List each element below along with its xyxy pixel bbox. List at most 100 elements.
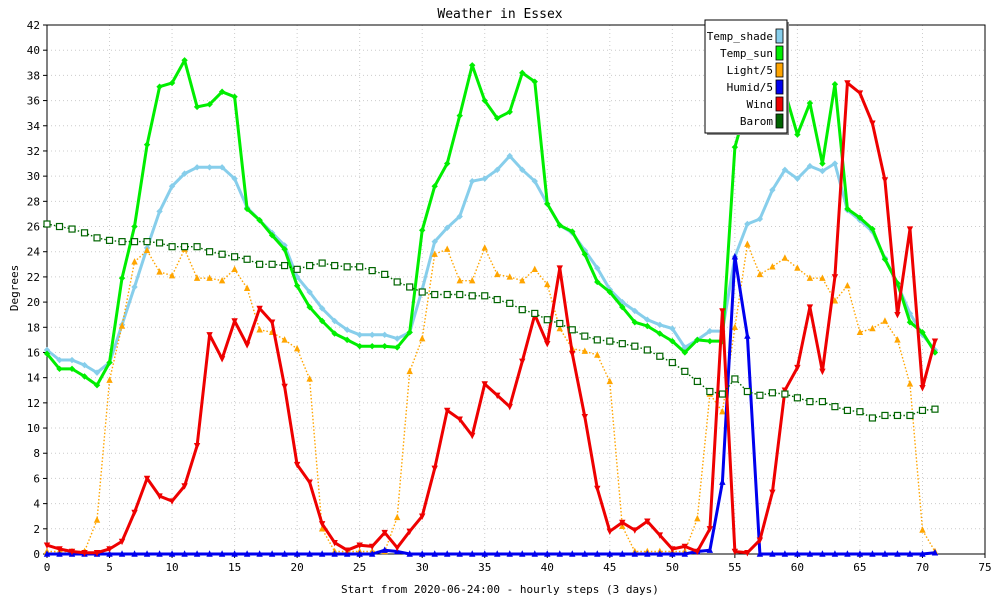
data-point-temp-sun-22 bbox=[318, 317, 326, 325]
data-point-barom-53 bbox=[706, 387, 714, 396]
data-point-barom-32 bbox=[443, 290, 451, 299]
data-point-temp-shade-28 bbox=[393, 335, 401, 342]
data-point-temp-sun-0 bbox=[43, 350, 51, 357]
data-point-temp-shade-60 bbox=[794, 175, 801, 182]
data-point-humid-5-7 bbox=[131, 550, 138, 557]
data-point-light-5-39 bbox=[531, 265, 538, 273]
y-tick-label-9: 18 bbox=[27, 321, 40, 334]
data-point-temp-shade-44 bbox=[594, 264, 601, 272]
data-point-barom-39 bbox=[531, 309, 539, 318]
data-point-light-5-62 bbox=[819, 274, 826, 281]
data-point-barom-21 bbox=[306, 261, 314, 270]
data-point-barom-37 bbox=[506, 299, 514, 307]
data-point-wind-10 bbox=[168, 498, 176, 505]
data-point-barom-49 bbox=[656, 352, 664, 360]
data-point-barom-17 bbox=[256, 260, 264, 268]
legend-swatch-temp-shade bbox=[775, 28, 784, 44]
data-point-wind-50 bbox=[669, 546, 676, 553]
data-point-temp-shade-12 bbox=[193, 164, 201, 171]
data-point-temp-shade-34 bbox=[469, 177, 476, 185]
data-point-barom-40 bbox=[543, 316, 551, 324]
data-point-humid-5-69 bbox=[906, 550, 914, 557]
data-point-light-5-70 bbox=[919, 526, 926, 533]
data-point-light-5-4 bbox=[93, 516, 101, 523]
data-point-temp-sun-65 bbox=[856, 214, 864, 221]
data-point-temp-shade-59 bbox=[781, 166, 789, 174]
data-point-humid-5-56 bbox=[744, 332, 751, 339]
data-point-light-5-29 bbox=[406, 367, 413, 375]
data-point-wind-69 bbox=[906, 226, 914, 233]
data-point-barom-12 bbox=[193, 243, 201, 251]
data-point-light-5-43 bbox=[581, 347, 588, 354]
data-point-humid-5-21 bbox=[306, 550, 313, 557]
data-point-barom-22 bbox=[318, 259, 326, 267]
data-point-wind-70 bbox=[919, 385, 926, 392]
data-point-humid-5-14 bbox=[218, 550, 226, 557]
legend-label-wind: Wind bbox=[747, 98, 774, 111]
data-point-temp-shade-22 bbox=[318, 305, 326, 312]
data-point-light-5-44 bbox=[594, 351, 601, 358]
y-tick-label-7: 14 bbox=[27, 372, 41, 385]
data-point-wind-27 bbox=[381, 529, 388, 537]
data-point-barom-0 bbox=[43, 220, 51, 228]
data-point-temp-sun-6 bbox=[118, 274, 126, 282]
data-point-wind-53 bbox=[706, 526, 714, 533]
data-point-temp-shade-15 bbox=[231, 175, 238, 182]
data-point-temp-shade-1 bbox=[56, 356, 63, 364]
data-point-humid-5-0 bbox=[43, 550, 51, 557]
x-tick-label-2: 10 bbox=[165, 561, 178, 574]
data-point-light-5-41 bbox=[556, 324, 563, 332]
data-point-light-5-37 bbox=[506, 273, 513, 280]
y-tick-label-17: 34 bbox=[27, 120, 41, 133]
y-tick-label-19: 38 bbox=[27, 69, 40, 82]
data-point-light-5-55 bbox=[731, 323, 739, 330]
data-point-temp-sun-42 bbox=[569, 228, 576, 235]
data-point-temp-sun-14 bbox=[218, 88, 226, 95]
data-point-temp-sun-66 bbox=[869, 225, 876, 233]
y-tick-label-2: 4 bbox=[33, 498, 40, 511]
data-point-temp-sun-64 bbox=[844, 205, 851, 213]
data-point-wind-34 bbox=[469, 432, 476, 440]
data-point-temp-shade-3 bbox=[81, 361, 88, 369]
data-point-temp-shade-33 bbox=[456, 213, 463, 220]
data-point-barom-4 bbox=[93, 234, 101, 242]
data-point-light-5-9 bbox=[156, 268, 163, 275]
data-point-light-5-63 bbox=[831, 297, 839, 304]
data-point-barom-31 bbox=[431, 290, 439, 299]
data-point-light-5-64 bbox=[844, 282, 851, 289]
data-point-wind-17 bbox=[256, 305, 263, 313]
data-point-humid-5-68 bbox=[894, 550, 901, 557]
data-point-humid-5-37 bbox=[506, 550, 513, 557]
data-point-barom-43 bbox=[581, 332, 589, 340]
data-point-wind-43 bbox=[581, 414, 588, 421]
data-point-barom-1 bbox=[55, 222, 64, 231]
data-point-barom-19 bbox=[281, 261, 289, 270]
data-point-light-5-40 bbox=[544, 280, 551, 288]
data-point-light-5-66 bbox=[869, 324, 876, 332]
data-point-humid-5-22 bbox=[318, 550, 326, 557]
data-point-barom-13 bbox=[205, 248, 214, 256]
data-point-light-5-56 bbox=[744, 240, 751, 247]
data-point-humid-5-41 bbox=[556, 550, 563, 557]
data-point-wind-68 bbox=[894, 311, 901, 319]
y-tick-label-3: 6 bbox=[33, 472, 40, 485]
data-point-temp-sun-45 bbox=[606, 288, 613, 296]
data-point-temp-shade-48 bbox=[644, 316, 651, 323]
data-point-barom-61 bbox=[806, 397, 814, 406]
data-point-wind-37 bbox=[506, 403, 513, 411]
data-point-barom-41 bbox=[556, 319, 564, 328]
legend-swatch-temp-sun bbox=[775, 45, 784, 61]
x-tick-label-8: 40 bbox=[541, 561, 554, 574]
series-temp-sun bbox=[43, 57, 939, 389]
data-point-temp-shade-9 bbox=[156, 208, 163, 215]
data-point-wind-58 bbox=[769, 489, 776, 496]
data-point-temp-shade-24 bbox=[343, 326, 351, 334]
data-point-temp-sun-20 bbox=[293, 282, 301, 289]
data-point-temp-sun-44 bbox=[594, 278, 601, 286]
data-point-humid-5-65 bbox=[856, 550, 864, 557]
data-point-temp-sun-39 bbox=[531, 78, 538, 85]
data-point-light-5-60 bbox=[794, 264, 801, 271]
data-point-humid-5-13 bbox=[206, 550, 213, 557]
data-point-wind-20 bbox=[293, 461, 301, 469]
data-point-barom-57 bbox=[756, 391, 764, 399]
